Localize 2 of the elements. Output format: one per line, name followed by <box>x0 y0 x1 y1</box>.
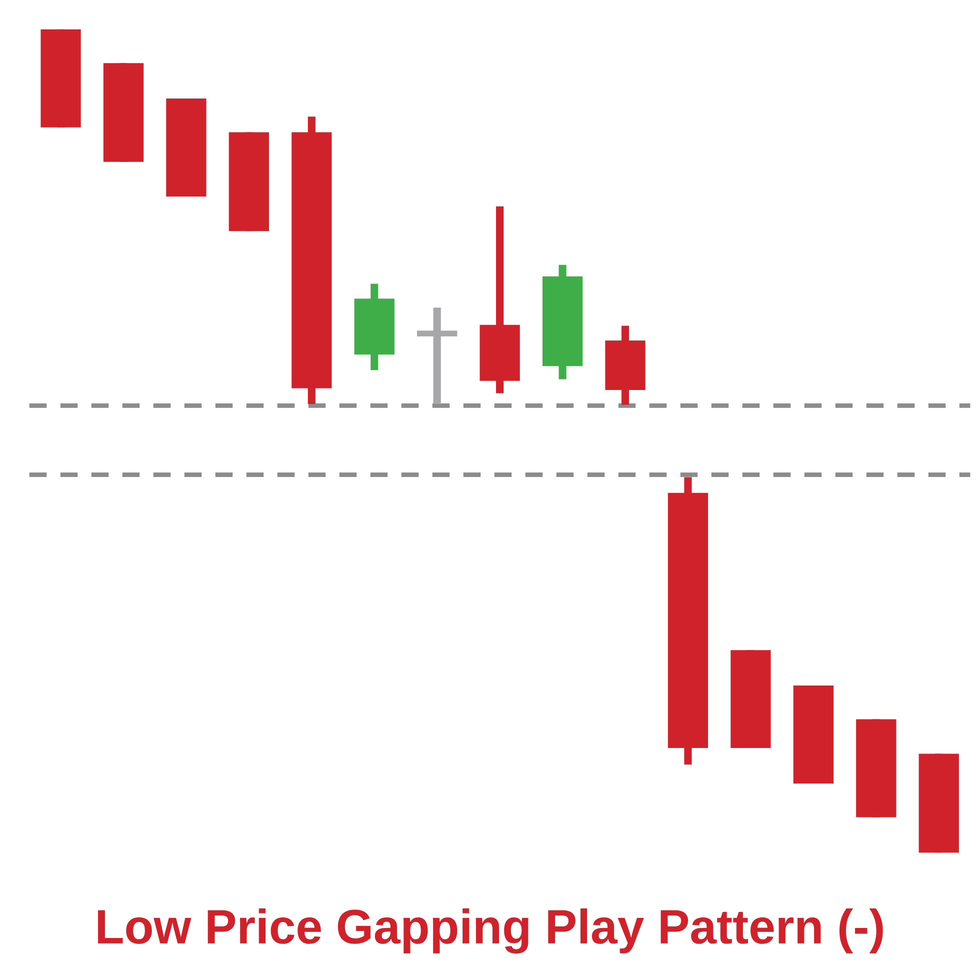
candlestick <box>417 308 458 404</box>
text: Low Price Gapping Play Pattern (-) <box>98 908 883 954</box>
